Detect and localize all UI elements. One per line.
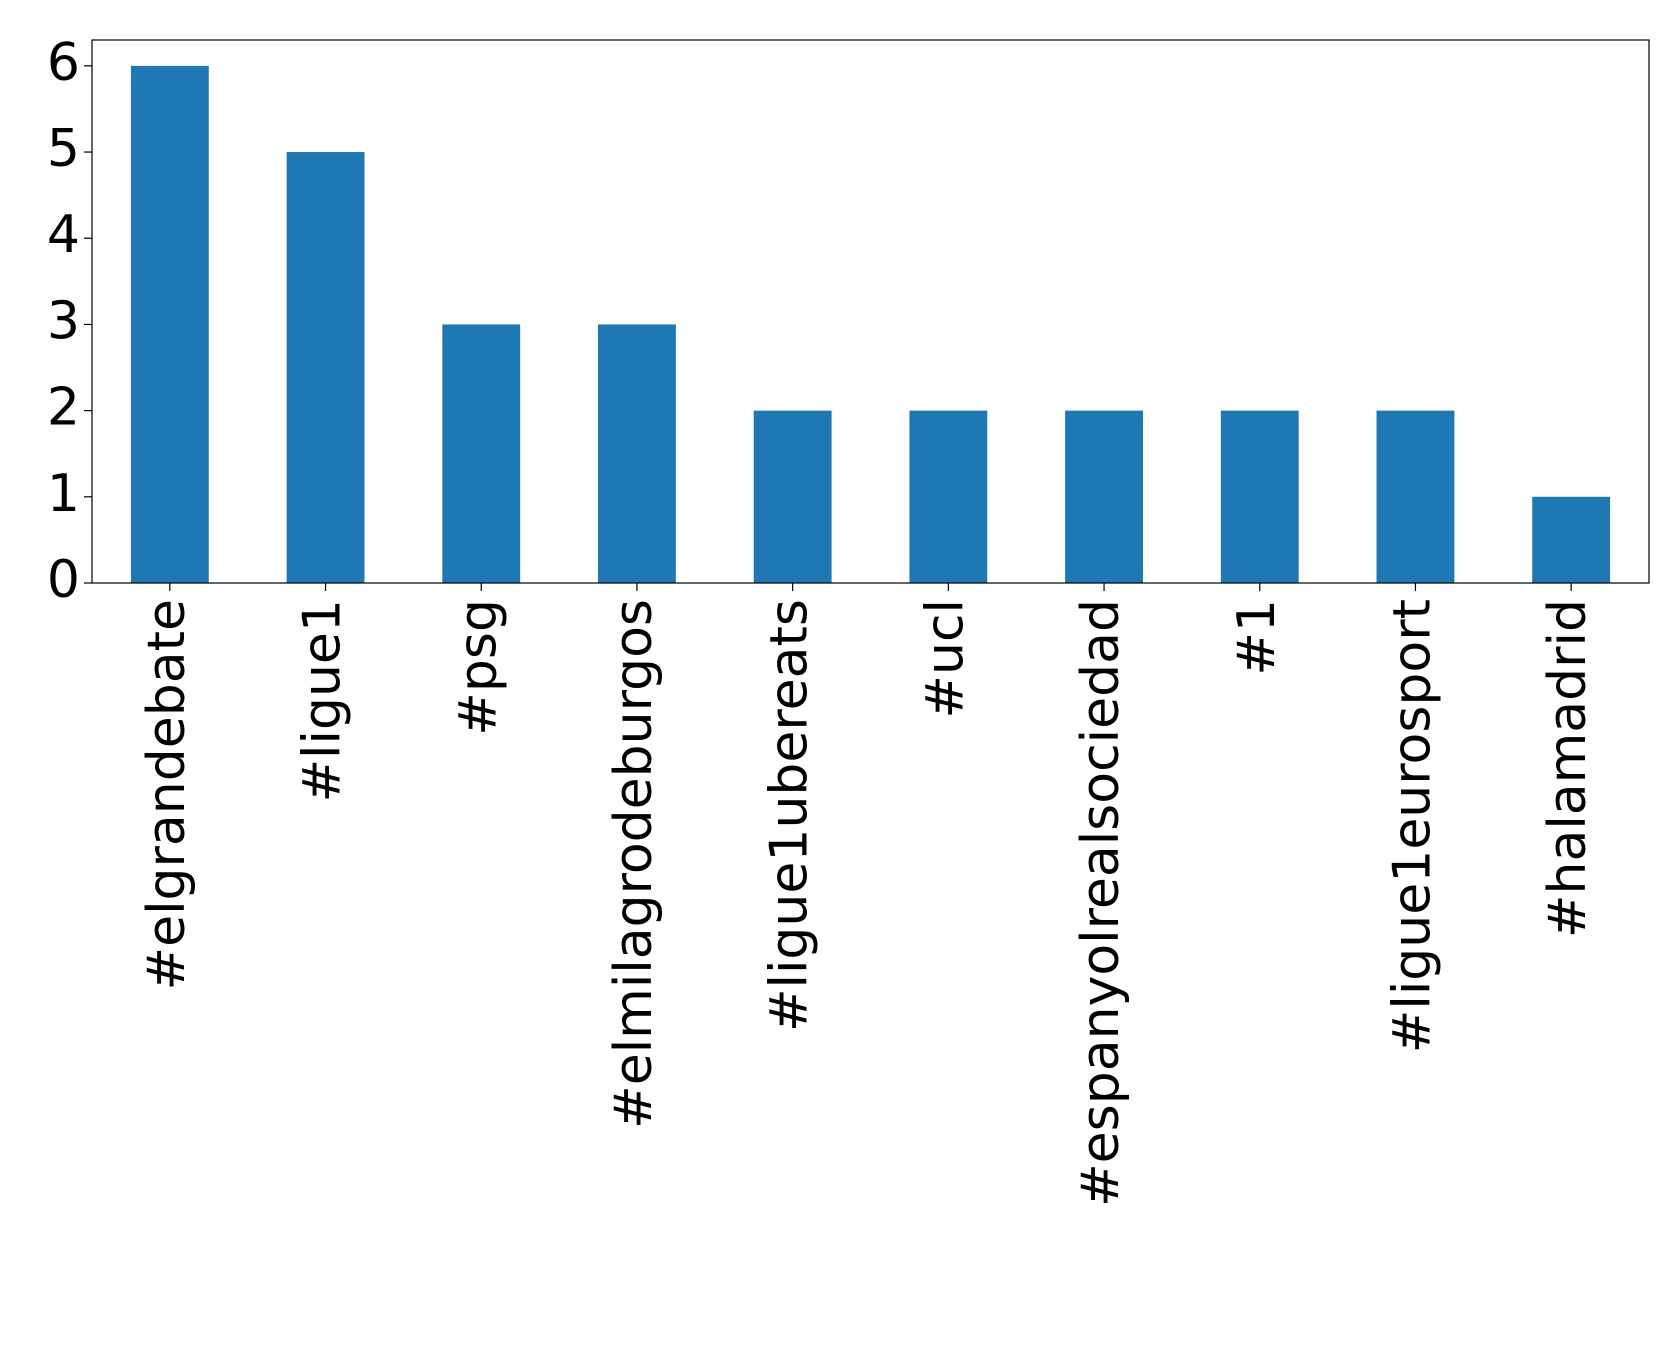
y-tick-label: 2 bbox=[47, 378, 80, 438]
x-tick-label: #halamadrid bbox=[1538, 599, 1598, 938]
bar bbox=[130, 65, 209, 584]
x-tick-label: #1 bbox=[1227, 599, 1287, 676]
x-tick-label: #elmilagrodeburgos bbox=[604, 599, 664, 1129]
bar bbox=[1220, 410, 1299, 583]
x-tick-label: #elgrandebate bbox=[137, 599, 197, 990]
bar bbox=[909, 410, 988, 583]
x-tick-label: #psg bbox=[448, 599, 508, 736]
y-tick-label: 6 bbox=[47, 33, 80, 93]
x-tick-label: #ligue1eurosport bbox=[1382, 599, 1442, 1053]
y-tick-label: 0 bbox=[47, 550, 80, 610]
bar bbox=[1532, 496, 1611, 583]
bar bbox=[442, 324, 521, 583]
bar bbox=[598, 324, 676, 583]
bar bbox=[1376, 410, 1455, 583]
bar bbox=[753, 410, 832, 583]
y-tick-label: 3 bbox=[47, 291, 80, 351]
y-tick-label: 4 bbox=[47, 205, 80, 265]
bar bbox=[1065, 410, 1143, 583]
x-tick-label: #ligue1 bbox=[293, 599, 353, 803]
x-tick-label: #ucl bbox=[915, 599, 975, 719]
y-tick-label: 1 bbox=[47, 464, 80, 524]
x-tick-label: #ligue1ubereats bbox=[760, 599, 820, 1032]
y-tick-label: 5 bbox=[47, 119, 80, 179]
plot-frame bbox=[91, 39, 1650, 584]
x-tick-label: #espanyolrealsociedad bbox=[1071, 599, 1131, 1207]
bar bbox=[286, 152, 365, 584]
